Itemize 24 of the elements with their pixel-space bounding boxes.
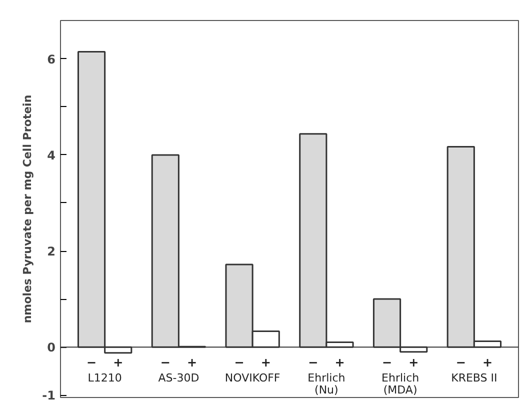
- y-tick-label: -1: [42, 388, 56, 403]
- text: −: [382, 356, 392, 370]
- text: −: [456, 356, 466, 370]
- y-tick-label: 2: [47, 244, 56, 259]
- series-label: +: [113, 356, 124, 370]
- text: +: [260, 356, 271, 370]
- y-tick-label: 0: [47, 340, 56, 355]
- series-label: −: [86, 356, 97, 370]
- y-tick-label: 6: [47, 52, 56, 66]
- text: −: [308, 356, 318, 370]
- x-tick-label: NOVIKOFF: [224, 371, 280, 384]
- x-tick-label: Ehrlich (Nu): [308, 371, 346, 397]
- text: +: [482, 356, 493, 370]
- y-tick-label: 4: [47, 148, 56, 162]
- text: +: [408, 356, 419, 370]
- text: −: [234, 356, 244, 370]
- x-tick-label: KREBS II: [451, 371, 498, 384]
- text: −: [160, 356, 170, 370]
- x-tick-label: AS-30D: [158, 371, 200, 384]
- x-tick-label: Ehrlich (MDA): [382, 371, 420, 397]
- text: +: [334, 356, 345, 370]
- y-axis-title: nmoles Pyruvate per mg Cell Protein: [21, 94, 34, 324]
- x-tick-label: L1210: [88, 371, 122, 384]
- text: +: [186, 356, 198, 370]
